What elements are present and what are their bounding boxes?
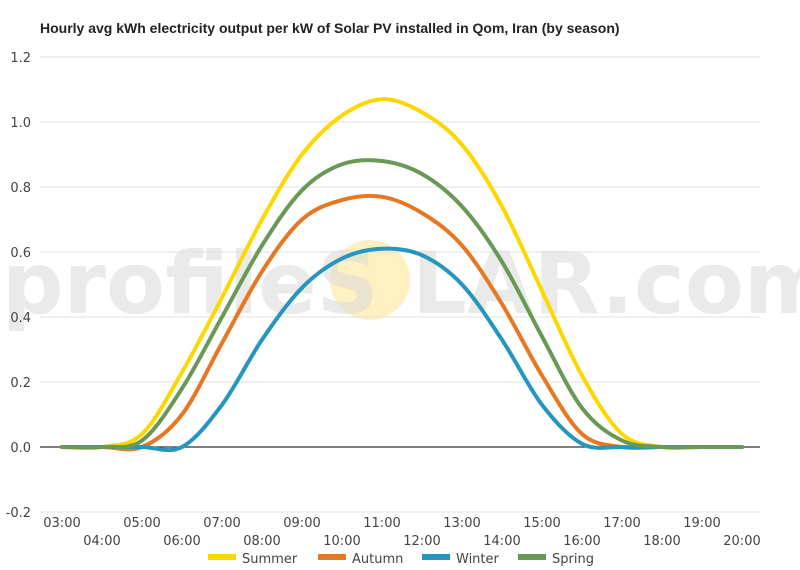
legend-swatch-autumn (318, 554, 346, 560)
y-tick-label: 0.0 (10, 441, 31, 456)
legend-swatch-summer (208, 554, 236, 560)
x-tick-label: 05:00 (123, 516, 160, 531)
watermark-sun-icon (330, 240, 410, 320)
x-axis-ticks: 03:0004:0005:0006:0007:0008:0009:0010:00… (43, 516, 760, 549)
x-tick-label: 13:00 (443, 516, 480, 531)
y-tick-label: 1.2 (10, 51, 31, 66)
legend-label-summer: Summer (242, 552, 298, 567)
series-line-summer (60, 97, 744, 450)
legend-swatch-winter (422, 554, 450, 560)
y-tick-label: 0.4 (10, 311, 31, 326)
y-tick-label: 0.6 (10, 246, 31, 261)
series-line-winter (60, 246, 744, 453)
x-tick-label: 11:00 (363, 516, 400, 531)
y-tick-label: -0.2 (6, 506, 31, 521)
x-tick-label: 16:00 (563, 534, 600, 549)
legend: Summer Autumn Winter Spring (208, 552, 594, 567)
series-lines (60, 97, 744, 453)
x-tick-label: 20:00 (723, 534, 760, 549)
x-tick-label: 03:00 (43, 516, 80, 531)
x-tick-label: 07:00 (203, 516, 240, 531)
x-tick-label: 06:00 (163, 534, 200, 549)
x-tick-label: 12:00 (403, 534, 440, 549)
watermark-text-right: LAR.com (412, 234, 800, 334)
y-tick-label: 0.8 (10, 181, 31, 196)
y-tick-label: 0.2 (10, 376, 31, 391)
y-axis-ticks: -0.2 0.0 0.2 0.4 0.6 0.8 1.0 1.2 (6, 51, 31, 521)
x-tick-label: 10:00 (323, 534, 360, 549)
legend-swatch-spring (518, 554, 546, 560)
x-tick-label: 08:00 (243, 534, 280, 549)
x-tick-label: 19:00 (683, 516, 720, 531)
x-tick-label: 15:00 (523, 516, 560, 531)
legend-label-spring: Spring (552, 552, 594, 567)
grid (40, 56, 760, 513)
legend-label-autumn: Autumn (352, 552, 403, 567)
legend-label-winter: Winter (456, 552, 500, 567)
x-tick-label: 04:00 (83, 534, 120, 549)
x-tick-label: 17:00 (603, 516, 640, 531)
y-tick-label: 1.0 (10, 116, 31, 131)
x-tick-label: 18:00 (643, 534, 680, 549)
x-tick-label: 09:00 (283, 516, 320, 531)
series-line-spring (60, 158, 744, 450)
x-tick-label: 14:00 (483, 534, 520, 549)
chart-title: Hourly avg kWh electricity output per kW… (40, 20, 620, 36)
watermark-text-left: profileS (2, 234, 379, 334)
